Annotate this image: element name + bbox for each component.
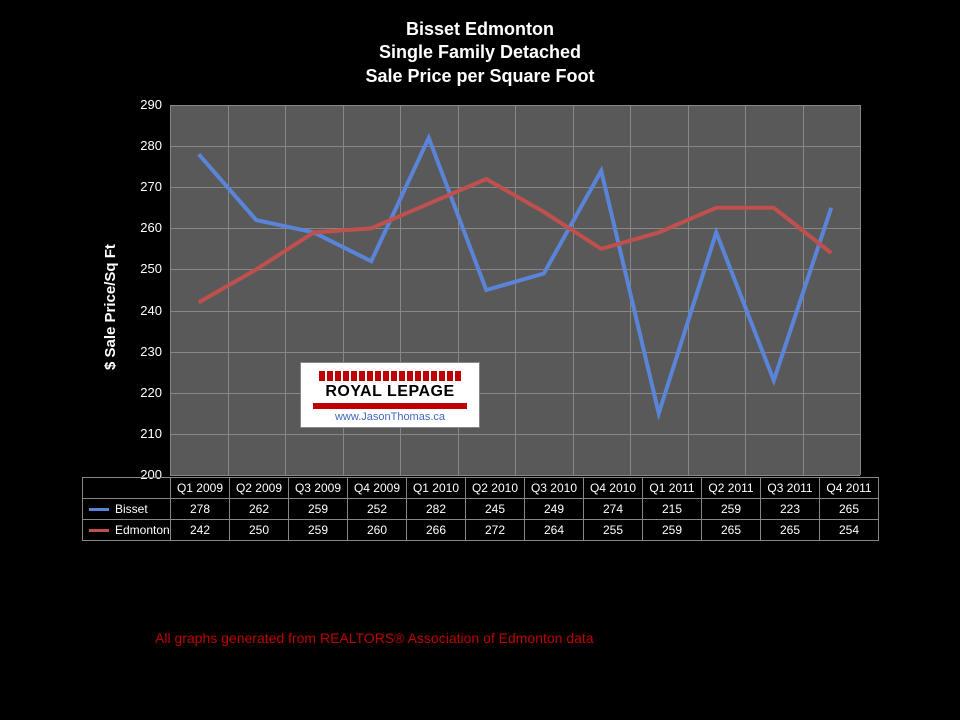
legend-label: Edmonton xyxy=(115,523,170,537)
table-cell: 245 xyxy=(466,499,525,520)
table-header-cell: Q1 2009 xyxy=(171,478,230,499)
table-cell: 264 xyxy=(525,520,584,541)
table-cell: 259 xyxy=(289,499,348,520)
legend-swatch xyxy=(89,508,109,511)
data-table: Q1 2009Q2 2009Q3 2009Q4 2009Q1 2010Q2 20… xyxy=(82,477,879,541)
table-cell: 254 xyxy=(820,520,879,541)
table-header-cell: Q3 2009 xyxy=(289,478,348,499)
logo-bars-top xyxy=(313,371,467,381)
table-cell: 249 xyxy=(525,499,584,520)
table-cell: 272 xyxy=(466,520,525,541)
brand-logo: ROYAL LEPAGE www.JasonThomas.ca xyxy=(300,362,480,428)
table-cell: 265 xyxy=(702,520,761,541)
table-header-cell: Q1 2010 xyxy=(407,478,466,499)
logo-url: www.JasonThomas.ca xyxy=(313,411,467,423)
table-cell: 242 xyxy=(171,520,230,541)
table-cell: 259 xyxy=(643,520,702,541)
table-header-cell: Q3 2011 xyxy=(761,478,820,499)
series-line-bisset xyxy=(199,138,832,413)
legend-label: Bisset xyxy=(115,502,148,516)
table-cell: 252 xyxy=(348,499,407,520)
table-cell: 250 xyxy=(230,520,289,541)
table-header-cell: Q2 2010 xyxy=(466,478,525,499)
table-cell: 260 xyxy=(348,520,407,541)
table-header-row: Q1 2009Q2 2009Q3 2009Q4 2009Q1 2010Q2 20… xyxy=(83,478,879,499)
table-cell: 215 xyxy=(643,499,702,520)
table-cell: 266 xyxy=(407,520,466,541)
table-cell: 265 xyxy=(820,499,879,520)
table-row: Bisset2782622592522822452492742152592232… xyxy=(83,499,879,520)
table-cell: 259 xyxy=(289,520,348,541)
footer-note: All graphs generated from REALTORS® Asso… xyxy=(155,630,594,646)
table-header-cell: Q4 2009 xyxy=(348,478,407,499)
table-cell: 282 xyxy=(407,499,466,520)
table-cell: 265 xyxy=(761,520,820,541)
legend-swatch xyxy=(89,529,109,532)
table-cell: 223 xyxy=(761,499,820,520)
legend-cell: Bisset xyxy=(83,499,171,520)
table-row: Edmonton24225025926026627226425525926526… xyxy=(83,520,879,541)
table-header-cell: Q2 2011 xyxy=(702,478,761,499)
legend-cell: Edmonton xyxy=(83,520,171,541)
table-header-cell: Q4 2011 xyxy=(820,478,879,499)
table-cell: 274 xyxy=(584,499,643,520)
table-header-cell: Q4 2010 xyxy=(584,478,643,499)
table-header-cell: Q2 2009 xyxy=(230,478,289,499)
logo-underline xyxy=(313,403,467,409)
table-cell: 278 xyxy=(171,499,230,520)
table-header-cell: Q1 2011 xyxy=(643,478,702,499)
table-header-cell: Q3 2010 xyxy=(525,478,584,499)
logo-brand-text: ROYAL LEPAGE xyxy=(313,383,467,401)
line-chart-svg xyxy=(0,0,960,720)
table-cell: 259 xyxy=(702,499,761,520)
table-cell: 255 xyxy=(584,520,643,541)
table-header-blank xyxy=(83,478,171,499)
table-cell: 262 xyxy=(230,499,289,520)
